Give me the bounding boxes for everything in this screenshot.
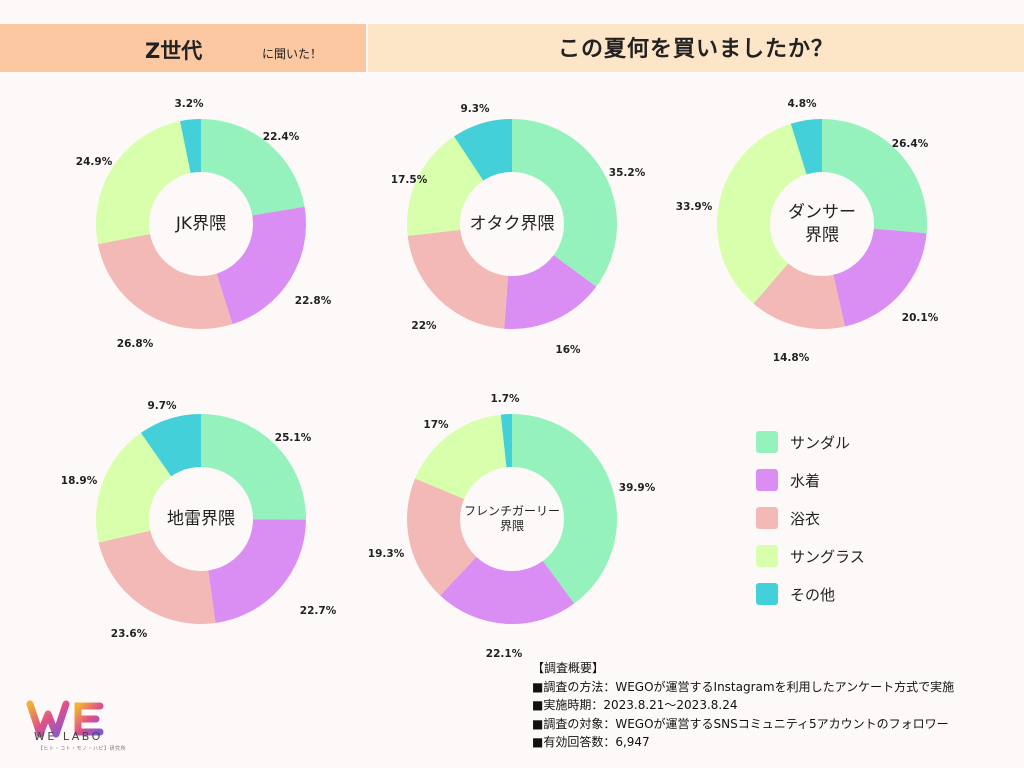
donut-slice bbox=[753, 263, 845, 329]
data-label: 17.5% bbox=[391, 174, 428, 186]
donut-center-label: 界隈 bbox=[500, 519, 524, 533]
survey-method: ■調査の方法：WEGOが運営するInstagramを利用したアンケート方式で実施 bbox=[532, 679, 955, 694]
survey-summary: 【調査概要】 ■調査の方法：WEGOが運営するInstagramを利用したアンケ… bbox=[532, 659, 954, 752]
data-label: 18.9% bbox=[61, 475, 98, 487]
donut-slice bbox=[717, 123, 807, 304]
data-label: 33.9% bbox=[676, 201, 713, 213]
survey-question: この夏何を買いましたか？ bbox=[557, 37, 834, 62]
data-label: 22.8% bbox=[295, 295, 332, 307]
donut-slice bbox=[822, 119, 928, 234]
data-label: 20.1% bbox=[902, 312, 939, 324]
data-label: 35.2% bbox=[609, 167, 646, 179]
data-label: 19.3% bbox=[368, 548, 405, 560]
donut-slice bbox=[504, 255, 597, 329]
legend: サンダル 水着 浴衣 サングラス その他 bbox=[756, 431, 865, 621]
donut-slice bbox=[407, 229, 509, 329]
donut-slice bbox=[216, 206, 306, 325]
data-label: 24.9% bbox=[76, 156, 113, 168]
legend-item-sandal: サンダル bbox=[756, 431, 865, 453]
we-labo-logo bbox=[26, 700, 104, 738]
data-label: 23.6% bbox=[111, 628, 148, 640]
legend-swatch bbox=[756, 583, 778, 605]
data-label: 26.8% bbox=[117, 338, 154, 350]
data-label: 25.1% bbox=[275, 432, 312, 444]
donut-slice bbox=[96, 432, 172, 543]
legend-label: その他 bbox=[790, 585, 836, 604]
legend-swatch bbox=[756, 469, 778, 491]
donut-slice bbox=[140, 414, 201, 477]
legend-label: サングラス bbox=[790, 547, 865, 566]
data-label: 39.9% bbox=[619, 482, 656, 494]
data-label: 22.4% bbox=[263, 131, 300, 143]
header-right-band bbox=[368, 24, 1024, 72]
data-label: 16% bbox=[555, 344, 581, 356]
donut-center-label: JK界隈 bbox=[175, 214, 226, 234]
data-label: 14.8% bbox=[773, 352, 810, 364]
donut-center-label: 地雷界隈 bbox=[167, 509, 235, 529]
survey-period: ■実施時期：2023.8.21〜2023.8.24 bbox=[532, 698, 738, 713]
header-left-band bbox=[0, 24, 366, 72]
donut-slice bbox=[512, 119, 618, 287]
data-label: 9.3% bbox=[460, 103, 490, 115]
data-label: 4.8% bbox=[787, 98, 817, 110]
donut-slice bbox=[95, 121, 191, 245]
donut-slice bbox=[201, 119, 305, 216]
donut-center-label: 界隈 bbox=[805, 226, 839, 246]
donut-slice bbox=[180, 119, 201, 174]
donut-slice bbox=[407, 136, 484, 236]
logo-tagline: 【ヒト・コト・モノ・ハピ】研究所 bbox=[38, 746, 127, 752]
data-label: 17% bbox=[423, 419, 449, 431]
legend-item-yukata: 浴衣 bbox=[756, 507, 865, 529]
donut-center-label: オタク界隈 bbox=[470, 214, 555, 234]
donut-slice bbox=[98, 530, 216, 624]
legend-label: サンダル bbox=[790, 433, 851, 452]
data-label: 22.1% bbox=[486, 648, 523, 660]
legend-item-swimsuit: 水着 bbox=[756, 469, 865, 491]
donut-slice bbox=[512, 414, 617, 604]
donut-slice bbox=[97, 233, 233, 329]
survey-title: 【調査概要】 bbox=[532, 661, 605, 675]
donut-slice bbox=[500, 414, 512, 468]
data-label: 1.7% bbox=[490, 393, 520, 405]
generation-label: Z世代 bbox=[145, 39, 203, 63]
legend-swatch bbox=[756, 431, 778, 453]
legend-label: 浴衣 bbox=[790, 509, 821, 528]
logo-name: WE LABO bbox=[34, 730, 103, 743]
legend-item-sunglasses: サングラス bbox=[756, 545, 865, 567]
generation-sublabel: に聞いた！ bbox=[262, 47, 323, 61]
data-label: 3.2% bbox=[174, 98, 204, 110]
legend-swatch bbox=[756, 507, 778, 529]
donut-slice bbox=[790, 119, 822, 175]
data-label: 22.7% bbox=[300, 605, 337, 617]
data-label: 9.7% bbox=[147, 400, 177, 412]
legend-swatch bbox=[756, 545, 778, 567]
donut-slice bbox=[201, 414, 306, 520]
donut-slice bbox=[208, 519, 306, 623]
donut-slice bbox=[833, 228, 927, 327]
data-label: 22% bbox=[411, 320, 437, 332]
donut-center-label: ダンサー bbox=[788, 203, 856, 223]
legend-item-other: その他 bbox=[756, 583, 865, 605]
donut-slice bbox=[407, 478, 477, 596]
legend-label: 水着 bbox=[790, 471, 821, 490]
donut-slice bbox=[415, 414, 507, 499]
donut-slice bbox=[454, 119, 512, 181]
survey-responses: ■有効回答数：6,947 bbox=[532, 735, 650, 750]
donut-slice bbox=[440, 556, 575, 624]
donut-center-label: フレンチガーリー bbox=[464, 504, 560, 518]
data-label: 26.4% bbox=[892, 138, 929, 150]
survey-target: ■調査の対象：WEGOが運営するSNSコミュニティ5アカウントのフォロワー bbox=[532, 716, 949, 731]
